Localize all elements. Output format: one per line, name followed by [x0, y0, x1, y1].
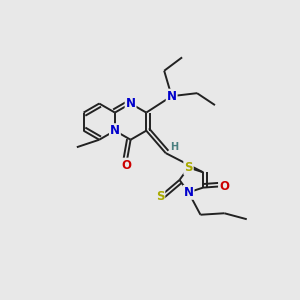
Text: O: O: [121, 159, 131, 172]
Text: S: S: [184, 161, 193, 174]
Text: O: O: [219, 180, 229, 193]
Text: H: H: [170, 142, 178, 152]
Text: N: N: [126, 97, 136, 110]
Text: N: N: [110, 124, 120, 137]
Text: N: N: [167, 90, 177, 103]
Text: S: S: [156, 190, 164, 203]
Text: N: N: [184, 186, 194, 199]
